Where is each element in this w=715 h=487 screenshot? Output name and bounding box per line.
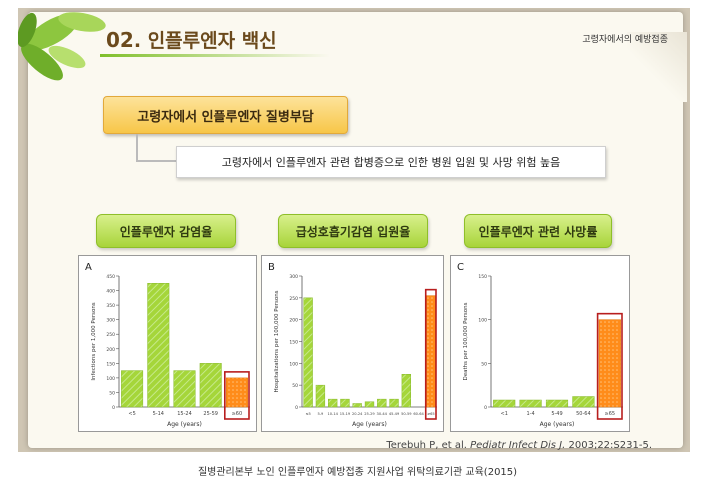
x-tick-label: 15-19 — [340, 412, 351, 416]
y-axis-label: Deaths per 100,000 Persons — [463, 302, 469, 380]
chart-svg: B 0 50 100 150 200 250 300 Hospitalizations per … — [268, 262, 437, 428]
panel-letter: B — [268, 262, 275, 273]
x-tick-label: ≤5 — [305, 412, 310, 416]
y-tick-label: 50 — [109, 390, 115, 396]
x-axis-label: Age (years) — [540, 421, 575, 428]
x-tick-label: 5-14 — [153, 411, 164, 417]
pill-hospitalization-rate: 급성호흡기감염 입원율 — [278, 214, 428, 248]
x-tick-label: 1-4 — [527, 411, 535, 417]
x-tick-label: 5-49 — [551, 411, 562, 417]
connector-line — [136, 134, 176, 162]
y-axis-label: Hospitalizations per 100,000 Persons — [274, 290, 280, 392]
y-tick-label: 200 — [106, 347, 115, 353]
x-tick-label: <5 — [128, 411, 135, 417]
x-tick-label: 10-14 — [327, 412, 338, 416]
y-axis-label: Infections per 1,000 Persons — [91, 302, 97, 380]
x-axis-label: Age (years) — [352, 421, 387, 428]
x-tick-label: 20-24 — [352, 412, 363, 416]
x-tick-label: 45-49 — [389, 412, 400, 416]
citation: Terebuh P, et al. Pediatr Infect Dis J. … — [386, 440, 652, 451]
panel-letter: A — [85, 262, 92, 273]
y-tick-label: 250 — [106, 332, 115, 338]
citation-authors: Terebuh P, et al. — [386, 440, 467, 451]
x-tick-label: ≥65 — [427, 412, 435, 416]
slide-number-dot: . — [133, 30, 148, 52]
corner-label: 고령자에서의 예방접종 — [582, 35, 668, 45]
slide-number: 02 — [106, 28, 134, 52]
y-tick-label: 400 — [106, 289, 115, 295]
x-tick-label: 30-44 — [377, 412, 388, 416]
bar-green — [121, 370, 144, 408]
leaf-decoration-icon — [18, 12, 106, 81]
y-tick-label: 0 — [295, 405, 298, 411]
bar-green — [340, 398, 350, 408]
burden-header-box: 고령자에서 인플루엔자 질병부담 — [103, 96, 348, 134]
bar-green — [519, 399, 542, 408]
image-caption: 질병관리본부 노인 인플루엔자 예방접종 지원사업 위탁의료기관 교육(2015… — [197, 467, 518, 478]
pill-mortality-rate: 인플루엔자 관련 사망률 — [464, 214, 612, 248]
y-tick-label: 0 — [112, 405, 115, 411]
highlight-box — [224, 371, 250, 420]
bar-green — [173, 370, 196, 408]
bar-green — [493, 399, 516, 408]
title-underline — [100, 54, 330, 57]
x-tick-label: 50-59 — [401, 412, 412, 416]
bar-green — [377, 398, 387, 408]
bar-highlight — [426, 295, 436, 408]
y-tick-label: 0 — [484, 405, 487, 411]
slide-title: 02. 인플루엔자 백신 — [106, 26, 277, 53]
bar-green — [545, 399, 569, 408]
bar-green — [401, 374, 411, 408]
chart-panel-a: A 0 50 100 150 200 250 300 350 400 450 Infections p… — [78, 255, 257, 432]
bar-green — [389, 398, 399, 408]
y-tick-label: 150 — [289, 340, 298, 346]
bar-green — [572, 396, 595, 408]
chart-svg: C 0 50 100 150 Deaths per 100,000 Persons Age … — [457, 262, 623, 428]
slide-title-text: 인플루엔자 백신 — [147, 30, 277, 52]
y-tick-label: 100 — [478, 318, 487, 324]
y-tick-label: 150 — [106, 361, 115, 367]
bar-green — [147, 283, 170, 408]
chart-panel-b: B 0 50 100 150 200 250 300 Hospitalizations per … — [261, 255, 444, 432]
panel-letter: C — [457, 262, 464, 273]
chart-svg: A 0 50 100 150 200 250 300 350 400 450 Infections p… — [85, 262, 250, 428]
x-tick-label: 25-59 — [203, 411, 218, 417]
y-tick-label: 100 — [289, 361, 298, 367]
bar-green — [364, 401, 375, 408]
y-tick-label: 300 — [289, 274, 298, 280]
chart-panel-c: C 0 50 100 150 Deaths per 100,000 Persons Age … — [450, 255, 630, 432]
x-tick-label: ≥65 — [605, 411, 616, 417]
x-tick-label: ≥60 — [232, 411, 243, 417]
x-tick-label: 25-29 — [364, 412, 375, 416]
bar-highlight — [598, 319, 621, 408]
bar-highlight — [225, 377, 248, 408]
y-tick-label: 200 — [289, 318, 298, 324]
highlight-box — [596, 312, 623, 420]
highlight-box — [424, 288, 437, 420]
bar-green — [315, 384, 326, 408]
y-tick-label: 100 — [106, 376, 115, 382]
y-tick-label: 300 — [106, 318, 115, 324]
y-tick-label: 450 — [106, 274, 115, 280]
x-tick-label: <1 — [501, 411, 508, 417]
x-tick-label: 15-24 — [177, 411, 192, 417]
citation-ref: 2003;22:S231-5. — [568, 440, 653, 451]
x-tick-label: 5-9 — [317, 412, 324, 416]
bar-green — [199, 363, 222, 408]
x-tick-label: 60-64 — [413, 412, 424, 416]
y-tick-label: 250 — [289, 296, 298, 302]
y-tick-label: 50 — [481, 361, 487, 367]
citation-journal: Pediatr Infect Dis J. — [470, 440, 566, 451]
bar-green — [328, 398, 338, 408]
description-box: 고령자에서 인플루엔자 관련 합병증으로 인한 병원 입원 및 사망 위험 높음 — [176, 146, 606, 178]
slide: 02. 인플루엔자 백신 고령자에서의 예방접종 고령자에서 인플루엔자 질병부… — [18, 8, 690, 452]
y-tick-label: 50 — [292, 383, 298, 389]
pill-infection-rate: 인플루엔자 감염율 — [96, 214, 236, 248]
x-axis-label: Age (years) — [167, 421, 202, 428]
y-tick-label: 350 — [106, 303, 115, 309]
bar-green — [303, 297, 313, 408]
x-tick-label: 50-64 — [576, 411, 591, 417]
bar-green — [352, 403, 362, 408]
y-tick-label: 150 — [478, 274, 487, 280]
